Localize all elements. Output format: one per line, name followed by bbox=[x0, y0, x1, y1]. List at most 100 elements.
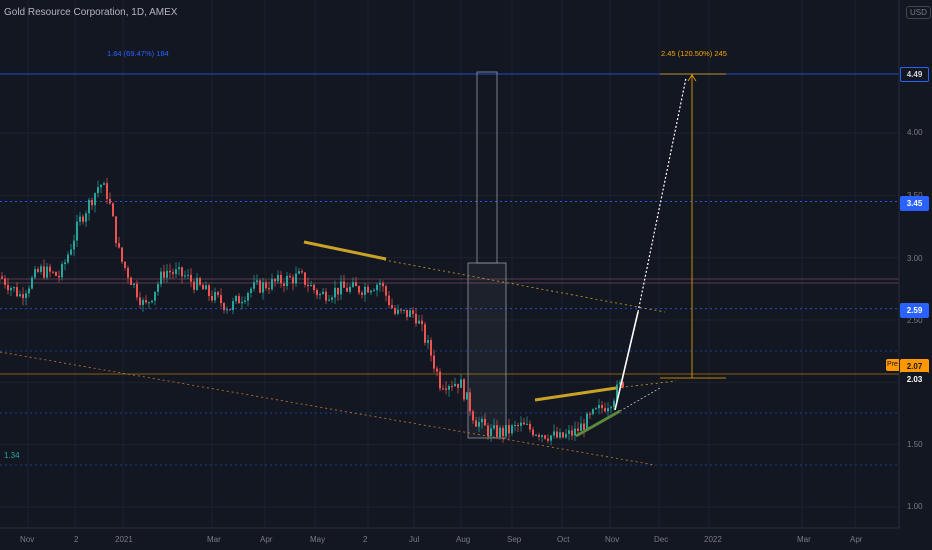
candle-body bbox=[328, 299, 330, 301]
candle-body bbox=[394, 308, 396, 314]
candle-body bbox=[361, 292, 363, 295]
candle-body bbox=[181, 267, 183, 277]
candle-body bbox=[529, 423, 531, 430]
candle-body bbox=[451, 386, 453, 388]
candle-body bbox=[1, 276, 3, 279]
candle-body bbox=[133, 283, 135, 286]
candle-body bbox=[82, 216, 84, 222]
low-price-label: 1.34 bbox=[4, 451, 20, 460]
currency-button[interactable]: USD bbox=[906, 6, 931, 19]
candle-body bbox=[346, 287, 348, 292]
candle-body bbox=[172, 272, 174, 274]
candle-body bbox=[355, 282, 357, 287]
price-badge-current: 2.03 bbox=[900, 372, 929, 387]
candle-body bbox=[565, 433, 567, 438]
candle-body bbox=[571, 430, 573, 436]
candle-body bbox=[193, 281, 195, 290]
candle-body bbox=[244, 300, 246, 302]
candle-body bbox=[124, 261, 126, 268]
grid-lines bbox=[0, 0, 899, 528]
candle-body bbox=[406, 309, 408, 318]
range-boxes bbox=[467, 71, 726, 439]
candle-body bbox=[469, 392, 471, 412]
candle-body bbox=[88, 199, 90, 214]
candle-body bbox=[196, 278, 198, 290]
candle-body bbox=[574, 428, 576, 436]
time-tick: 2 bbox=[363, 535, 368, 544]
candle-body bbox=[403, 309, 405, 311]
price-tick: 3.00 bbox=[907, 254, 923, 263]
rising-support-extension bbox=[619, 387, 661, 412]
candle-body bbox=[262, 282, 264, 293]
candle-body bbox=[514, 425, 516, 427]
candle-body bbox=[295, 273, 297, 284]
candle-body bbox=[13, 287, 15, 289]
candle-body bbox=[76, 221, 78, 241]
candle-body bbox=[106, 183, 108, 199]
candle-body bbox=[67, 254, 69, 263]
candle-body bbox=[40, 266, 42, 272]
candle-body bbox=[232, 301, 234, 311]
candle-body bbox=[91, 199, 93, 206]
candle-body bbox=[220, 295, 222, 304]
candle-body bbox=[367, 286, 369, 293]
candle-body bbox=[517, 425, 519, 427]
time-tick: Jul bbox=[409, 535, 420, 544]
candle-body bbox=[412, 310, 414, 314]
candle-body bbox=[175, 269, 177, 274]
candle-body bbox=[466, 392, 468, 400]
candle-body bbox=[508, 425, 510, 434]
candle-body bbox=[259, 280, 261, 293]
candle-body bbox=[211, 295, 213, 301]
candle-body bbox=[274, 279, 276, 282]
time-tick: Dec bbox=[654, 535, 669, 544]
measure-label-left: 1.84 (69.47%) 184 bbox=[107, 49, 169, 58]
candle-body bbox=[460, 379, 462, 388]
candle-body bbox=[526, 423, 528, 425]
candle-body bbox=[448, 386, 450, 390]
candle-body bbox=[289, 275, 291, 278]
candle-body bbox=[583, 423, 585, 430]
candle-body bbox=[190, 274, 192, 282]
candle-body bbox=[613, 400, 615, 407]
candle-body bbox=[319, 294, 321, 296]
candle-body bbox=[604, 408, 606, 412]
candle-body bbox=[556, 431, 558, 438]
candle-body bbox=[22, 294, 24, 299]
candle-body bbox=[184, 275, 186, 277]
candle-body bbox=[424, 324, 426, 343]
candle-body bbox=[241, 301, 243, 304]
time-tick: Aug bbox=[456, 535, 471, 544]
candle-body bbox=[409, 310, 411, 318]
candle-body bbox=[568, 430, 570, 434]
candle-body bbox=[601, 405, 603, 409]
candle-body bbox=[10, 287, 12, 291]
candle-body bbox=[292, 277, 294, 284]
candle-body bbox=[340, 281, 342, 295]
time-tick: Mar bbox=[207, 535, 221, 544]
candlestick-series bbox=[1, 177, 624, 446]
candle-body bbox=[325, 291, 327, 301]
candle-body bbox=[109, 198, 111, 204]
candle-body bbox=[214, 292, 216, 301]
price-tick: 2.50 bbox=[907, 316, 923, 325]
price-badge-resistance: 3.45 bbox=[900, 196, 929, 211]
candle-body bbox=[127, 267, 129, 278]
candle-body bbox=[307, 284, 309, 287]
candle-body bbox=[598, 405, 600, 409]
price-tick: 4.00 bbox=[907, 128, 923, 137]
candle-body bbox=[442, 388, 444, 390]
candle-body bbox=[616, 384, 618, 401]
candle-body bbox=[265, 282, 267, 289]
candle-body bbox=[421, 320, 423, 325]
candle-body bbox=[544, 435, 546, 439]
candle-body bbox=[385, 286, 387, 296]
candle-body bbox=[499, 427, 501, 438]
rising-support-segment bbox=[575, 409, 621, 438]
candle-body bbox=[73, 240, 75, 250]
trend-extension bbox=[615, 380, 677, 389]
candle-body bbox=[148, 302, 150, 304]
candle-body bbox=[271, 279, 273, 290]
candle-body bbox=[592, 409, 594, 414]
